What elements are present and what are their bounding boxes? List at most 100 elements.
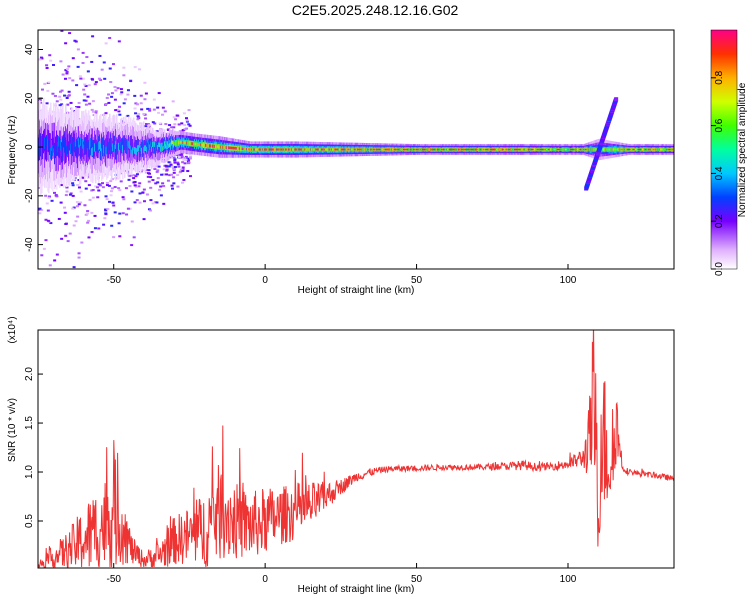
- spectrogram-cell: [112, 135, 115, 152]
- snr-x-tick-label: 0: [262, 574, 268, 585]
- spectrogram-cell: [101, 186, 105, 189]
- spectrogram-cell: [473, 148, 476, 151]
- spectrogram-cell: [86, 210, 90, 213]
- spectrogram-cell: [648, 148, 651, 151]
- spectrogram-cell: [145, 146, 148, 153]
- spectrogram-cell: [107, 184, 111, 187]
- spectrogram-cell: [612, 148, 615, 151]
- spectrogram-cell: [104, 112, 108, 115]
- spectrogram-cell: [161, 146, 164, 151]
- spectrogram-cell: [82, 23, 85, 25]
- spectrogram-cell: [75, 84, 79, 87]
- spectrogram-cell: [38, 144, 40, 156]
- spectrogram-cell: [481, 148, 484, 151]
- spectrogram-y-tick-label: 40: [24, 44, 35, 56]
- spectrogram-cell: [542, 148, 545, 151]
- spectrogram-cell: [82, 144, 85, 154]
- spectrogram-cell: [180, 122, 184, 125]
- spectrogram-cell: [170, 140, 173, 145]
- spectrogram-cell: [38, 58, 42, 61]
- spectrogram-cell: [62, 134, 65, 155]
- spectrogram-cell: [387, 148, 390, 151]
- spectrogram-cell: [182, 141, 185, 144]
- spectrogram-cell: [211, 144, 214, 148]
- spectrogram-cell: [94, 81, 98, 84]
- spectrogram-cell: [212, 144, 215, 148]
- spectrogram-cell: [46, 139, 49, 151]
- spectrogram-cell: [65, 146, 68, 156]
- spectrogram-cell: [91, 100, 95, 103]
- spectrogram-cell: [141, 145, 144, 158]
- spectrogram-cell: [83, 204, 87, 207]
- spectrogram-cell: [162, 202, 166, 205]
- spectrogram-cell: [173, 123, 177, 126]
- spectrogram-cell: [109, 134, 112, 151]
- spectrogram-x-tick-label: 50: [411, 275, 423, 286]
- spectrogram-cell: [38, 212, 42, 215]
- spectrogram-cell: [193, 142, 196, 146]
- spectrogram-cell: [153, 122, 157, 125]
- spectrogram-cell: [294, 148, 297, 151]
- spectrogram-cell: [195, 142, 198, 146]
- spectrogram-cell: [91, 78, 95, 81]
- spectrogram-cell: [153, 167, 157, 170]
- spectrogram-cell: [117, 110, 121, 113]
- spectrogram-cell: [75, 201, 79, 204]
- spectrogram-cell: [168, 143, 171, 148]
- spectrogram-cell: [79, 140, 82, 159]
- spectrogram-cell: [68, 32, 72, 35]
- spectrogram-cell: [61, 141, 64, 163]
- spectrogram-cell: [435, 148, 438, 151]
- spectrogram-cell: [448, 148, 451, 151]
- spectrogram-cell: [646, 148, 649, 151]
- spectrogram-cell: [595, 148, 598, 151]
- spectrogram-cell: [69, 143, 72, 154]
- spectrogram-cell: [368, 148, 371, 151]
- spectrogram-cell: [197, 143, 200, 147]
- spectrogram-cell: [65, 190, 69, 193]
- spectrogram-cell: [38, 98, 42, 101]
- spectrogram-cell: [56, 141, 59, 153]
- spectrogram-cell: [232, 146, 235, 150]
- spectrogram-cell: [109, 194, 113, 197]
- spectrogram-cell: [93, 83, 97, 86]
- spectrogram-cell: [327, 148, 330, 151]
- spectrogram-cell: [133, 107, 137, 110]
- spectrogram-cell: [173, 161, 177, 164]
- spectrogram-cell: [164, 164, 168, 167]
- spectrogram-cell: [538, 148, 541, 151]
- spectrogram-cell: [52, 63, 56, 66]
- spectrogram-cell: [134, 147, 137, 155]
- spectrogram-cell: [104, 103, 108, 106]
- spectrogram-cell: [412, 148, 415, 151]
- spectrogram-cell: [161, 113, 165, 116]
- spectrogram-cell: [181, 161, 185, 164]
- spectrogram-cell: [43, 137, 46, 149]
- spectrogram-cell: [146, 123, 150, 126]
- spectrogram-cell: [60, 145, 63, 156]
- spectrogram-cell: [564, 148, 567, 151]
- spectrogram-cell: [107, 101, 111, 104]
- spectrogram-cell: [175, 114, 179, 117]
- spectrogram-cell: [180, 181, 184, 184]
- spectrogram-cell: [373, 148, 376, 151]
- spectrogram-cell: [303, 148, 306, 151]
- spectrogram-cell: [241, 147, 244, 151]
- spectrogram-cell: [426, 148, 429, 151]
- spectrogram-cell: [438, 148, 441, 151]
- spectrogram-cell: [123, 140, 126, 149]
- spectrogram-cell: [320, 148, 323, 151]
- spectrogram-cell: [558, 148, 561, 151]
- spectrogram-cell: [494, 148, 497, 151]
- spectrogram-cell: [77, 178, 81, 181]
- spectrogram-cell: [181, 129, 185, 132]
- spectrogram-cell: [149, 186, 153, 189]
- spectrogram-cell: [119, 88, 123, 91]
- spectrogram-cell: [185, 119, 189, 122]
- spectrogram-cell: [132, 177, 136, 180]
- spectrogram-cell: [610, 148, 613, 151]
- spectrogram-cell: [605, 148, 608, 151]
- spectrogram-cell: [93, 214, 97, 217]
- spectrogram-cell: [94, 110, 98, 113]
- spectrogram-cell: [86, 221, 90, 224]
